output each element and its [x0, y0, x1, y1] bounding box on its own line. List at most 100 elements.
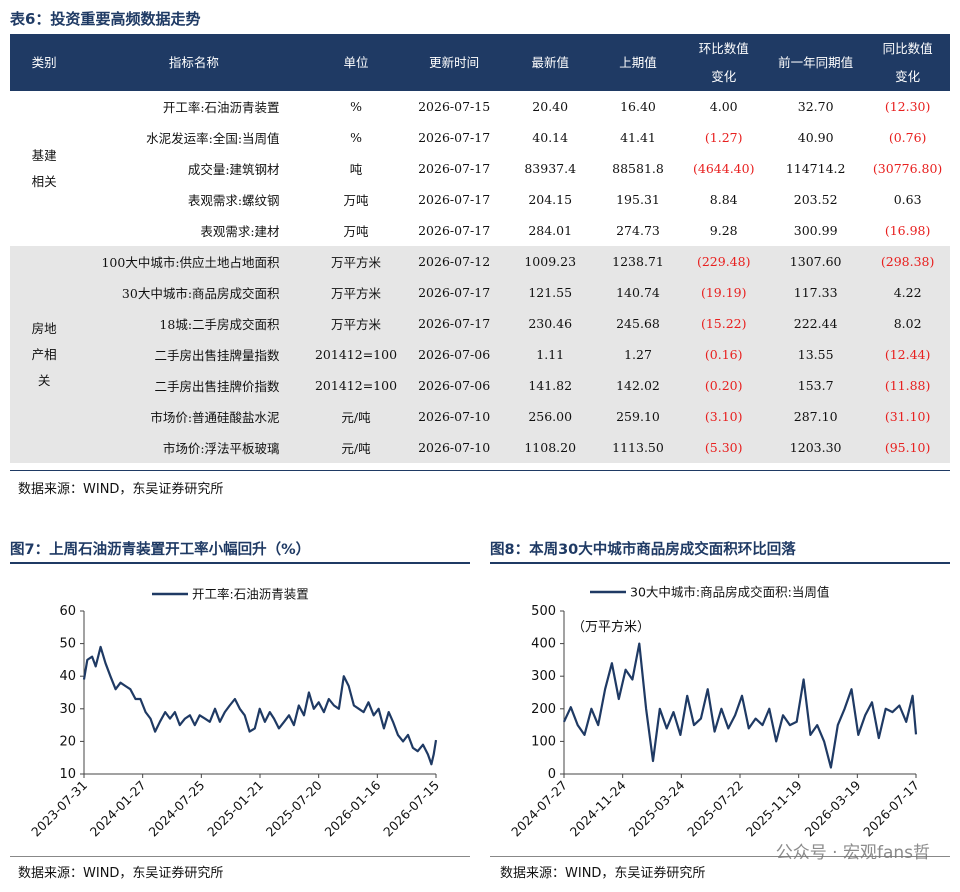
cell-mom: (15.22) — [681, 308, 767, 339]
header-category: 类别 — [10, 35, 79, 91]
header-latest: 最新值 — [505, 35, 595, 91]
cell-prev: 1.27 — [594, 339, 682, 370]
cell-date: 2026-07-15 — [418, 99, 491, 114]
header-prev: 上期值 — [594, 35, 682, 91]
cell-date: 2026-07-12 — [402, 246, 506, 277]
cell-ly: 32.70 — [797, 99, 834, 114]
cell-latest: 204.15 — [528, 192, 573, 207]
table-title-bar: 表6：投资重要高频数据走势 — [10, 4, 950, 36]
cell-yoy: (0.76) — [888, 130, 927, 145]
table-row: 二手房出售挂牌价指数 201412=100 2026-07-06 141.82 142.… — [10, 370, 950, 401]
fig7-title: 图7：上周石油沥青装置开工率小幅回升（%） — [10, 542, 311, 558]
cell-prev: 142.02 — [594, 370, 682, 401]
cell-latest: 141.82 — [505, 370, 595, 401]
x-tick-label: 2024-07-25 — [145, 778, 207, 840]
cell-latest: 20.40 — [532, 99, 569, 114]
y-tick-label: 10 — [59, 767, 76, 782]
cell-yoy: (31.10) — [865, 401, 950, 432]
cell-name: 开工率:石油沥青装置 — [162, 100, 280, 115]
table-row: 水泥发运率:全国:当周值% 2026-07-17 40.14 41.41 (1.27) 4… — [10, 122, 950, 153]
cell-ly: 40.90 — [797, 130, 834, 145]
legend-label: 30大中城市:商品房成交面积:当周值 — [630, 585, 829, 600]
header-yoy: 同比数值变化 — [865, 35, 950, 91]
cell-prev: 88581.8 — [612, 161, 664, 176]
cell-yoy: (12.44) — [865, 339, 950, 370]
y-tick-label: 20 — [59, 734, 76, 749]
cell-ly: 222.44 — [766, 308, 866, 339]
cell-yoy: 0.63 — [893, 192, 922, 207]
fig8-source: 数据来源：WIND，东吴证券研究所 — [500, 866, 706, 881]
header-name: 指标名称 — [78, 35, 310, 91]
header-mom: 环比数值变化 — [681, 35, 767, 91]
cell-unit: 201412=100 — [309, 339, 403, 370]
cell-yoy: 4.22 — [865, 277, 950, 308]
cell-latest: 121.55 — [505, 277, 595, 308]
fig7-source: 数据来源：WIND，东吴证券研究所 — [18, 866, 224, 881]
category-cell: 基建相关 — [10, 91, 78, 246]
cell-unit: 万平方米 — [309, 246, 403, 277]
cell-unit: 万吨 — [343, 224, 369, 239]
cell-ly: 1307.60 — [766, 246, 866, 277]
unit-annotation: （万平方米） — [572, 619, 650, 635]
cell-name: 水泥发运率:全国:当周值 — [146, 131, 280, 146]
x-tick-label: 2025-01-21 — [204, 778, 266, 840]
x-tick-label: 2025-07-22 — [684, 778, 746, 840]
cell-ly: 1203.30 — [766, 432, 866, 463]
cell-mom: (3.10) — [681, 401, 767, 432]
x-tick-label: 2026-07-15 — [380, 778, 442, 840]
fig8-title-bar: 图8：本周30大中城市商品房成交面积环比回落 — [490, 534, 950, 564]
cell-date: 2026-07-17 — [418, 161, 491, 176]
cell-mom: 8.84 — [709, 192, 738, 207]
x-tick-label: 2024-07-27 — [508, 778, 570, 840]
table-row: 二手房出售挂牌量指数 201412=100 2026-07-06 1.11 1.27 (0… — [10, 339, 950, 370]
y-tick-label: 30 — [59, 702, 76, 717]
x-tick-label: 2025-07-20 — [263, 777, 325, 839]
cell-mom: 9.28 — [709, 223, 738, 238]
header-date: 更新时间 — [402, 35, 506, 91]
cell-latest: 284.01 — [528, 223, 573, 238]
y-tick-label: 400 — [531, 637, 556, 652]
cell-name: 成交量:建筑钢材 — [187, 162, 280, 177]
fig7-bottom-rule — [10, 856, 470, 857]
cell-mom: (5.30) — [681, 432, 767, 463]
cell-unit: 万吨 — [343, 193, 369, 208]
cell-prev: 274.73 — [616, 223, 660, 238]
cell-latest: 1108.20 — [505, 432, 595, 463]
investment-table: 类别 指标名称 单位 更新时间 最新值 上期值 环比数值变化 前一年同期值 同比… — [10, 35, 950, 463]
cell-mom: (4644.40) — [693, 161, 755, 176]
cell-mom: (19.19) — [681, 277, 767, 308]
cell-unit: 万平方米 — [309, 308, 403, 339]
table-header-row: 类别 指标名称 单位 更新时间 最新值 上期值 环比数值变化 前一年同期值 同比… — [10, 35, 950, 91]
cell-name: 市场价:普通硅酸盐水泥 — [78, 401, 310, 432]
x-tick-label: 2024-01-27 — [87, 778, 149, 840]
cell-prev: 195.31 — [616, 192, 660, 207]
y-tick-label: 60 — [59, 604, 76, 619]
fig8-chart: 01002003004005002024-07-272024-11-242025… — [508, 585, 922, 840]
cell-unit: 201412=100 — [309, 370, 403, 401]
cell-ly: 300.99 — [793, 223, 838, 238]
cell-unit: 吨 — [349, 162, 363, 177]
table-source: 数据来源：WIND，东吴证券研究所 — [18, 482, 224, 497]
cell-ly: 203.52 — [793, 192, 838, 207]
cell-latest: 40.14 — [532, 130, 569, 145]
x-tick-label: 2025-03-24 — [625, 777, 687, 839]
table-title: 表6：投资重要高频数据走势 — [10, 10, 201, 28]
cell-unit: % — [350, 130, 362, 145]
cell-latest: 256.00 — [505, 401, 595, 432]
y-tick-label: 50 — [59, 637, 76, 652]
y-tick-label: 0 — [548, 767, 556, 782]
cell-ly: 13.55 — [766, 339, 866, 370]
cell-mom: (1.27) — [704, 130, 743, 145]
cell-prev: 140.74 — [594, 277, 682, 308]
cell-name: 二手房出售挂牌价指数 — [78, 370, 310, 401]
cell-date: 2026-07-17 — [418, 223, 491, 238]
cell-latest: 1.11 — [505, 339, 595, 370]
cell-ly: 287.10 — [766, 401, 866, 432]
cell-date: 2026-07-17 — [418, 130, 491, 145]
cell-ly: 114714.2 — [785, 161, 846, 176]
cell-name: 表观需求:建材 — [200, 224, 280, 239]
cell-mom: (0.16) — [681, 339, 767, 370]
cell-name: 18城:二手房成交面积 — [78, 308, 310, 339]
cell-unit: 万平方米 — [309, 277, 403, 308]
cell-yoy: (30776.80) — [872, 161, 943, 176]
